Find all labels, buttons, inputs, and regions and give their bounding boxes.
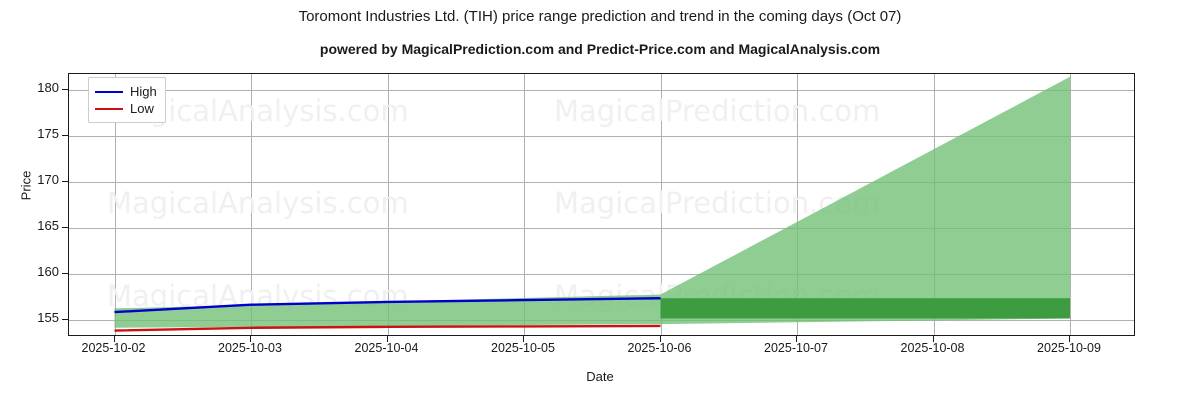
x-tick-mark <box>113 336 115 342</box>
gridline-horizontal <box>69 228 1134 230</box>
x-tick-label: 2025-10-03 <box>218 341 282 355</box>
line-layer <box>114 297 661 332</box>
y-tick-label: 180 <box>37 79 59 95</box>
x-tick-label: 2025-10-04 <box>354 341 419 355</box>
y-tick-mark <box>62 134 68 136</box>
gridline-vertical <box>797 74 798 335</box>
x-tick-mark <box>796 336 797 342</box>
y-tick-mark <box>62 273 68 275</box>
series-line-low <box>114 324 661 332</box>
legend-label: High <box>130 84 157 99</box>
x-tick-mark <box>1069 336 1070 342</box>
x-tick-mark <box>386 336 388 342</box>
gridline-horizontal <box>69 274 1134 276</box>
band-layer <box>114 76 1070 328</box>
chart-title: Toromont Industries Ltd. (TIH) price ran… <box>298 8 902 25</box>
x-tick-label: 2025-10-08 <box>900 341 965 355</box>
x-tick-mark <box>250 336 251 342</box>
chart-subtitle: powered by MagicalPrediction.com and Pre… <box>319 41 881 57</box>
x-tick-mark <box>659 336 661 342</box>
range-band <box>660 76 1070 325</box>
y-tick-label: 155 <box>37 310 59 326</box>
y-tick-mark <box>62 319 68 321</box>
x-tick-mark <box>523 336 524 342</box>
y-tick-label: 170 <box>37 171 59 187</box>
plot-area: MagicalAnalysis.com MagicalPrediction.com… <box>68 73 1135 336</box>
x-axis-label: Date <box>586 369 614 384</box>
gridline-vertical <box>251 74 252 335</box>
y-tick-mark <box>62 88 68 90</box>
legend-swatch-line <box>95 90 123 93</box>
x-tick-label: 2025-10-05 <box>491 341 555 355</box>
range-band <box>114 294 661 328</box>
chart-legend[interactable]: High Low <box>88 77 166 123</box>
gridline-vertical <box>114 74 116 335</box>
x-tick-label: 2025-10-07 <box>764 341 828 355</box>
gridline-horizontal <box>69 182 1134 183</box>
range-band <box>660 298 1070 319</box>
gridline-vertical <box>1070 74 1071 335</box>
legend-item-high[interactable]: High <box>95 83 157 100</box>
gridline-horizontal <box>69 89 1134 91</box>
gridline-vertical <box>524 74 525 335</box>
y-tick-mark <box>62 180 68 182</box>
y-tick-mark <box>62 227 68 229</box>
gridline-vertical <box>387 74 389 335</box>
legend-item-low[interactable]: Low <box>95 100 157 117</box>
y-tick-label: 175 <box>37 125 59 141</box>
x-tick-label: 2025-10-02 <box>81 341 146 355</box>
legend-label: Low <box>130 101 154 116</box>
legend-swatch-line <box>95 107 123 110</box>
x-tick-mark <box>932 336 934 342</box>
y-tick-label: 165 <box>37 218 59 234</box>
gridline-vertical <box>660 74 662 335</box>
x-tick-label: 2025-10-09 <box>1037 341 1101 355</box>
gridline-horizontal <box>69 135 1134 137</box>
series-line-high <box>114 297 661 314</box>
x-tick-label: 2025-10-06 <box>627 341 692 355</box>
y-tick-label: 160 <box>37 264 59 280</box>
